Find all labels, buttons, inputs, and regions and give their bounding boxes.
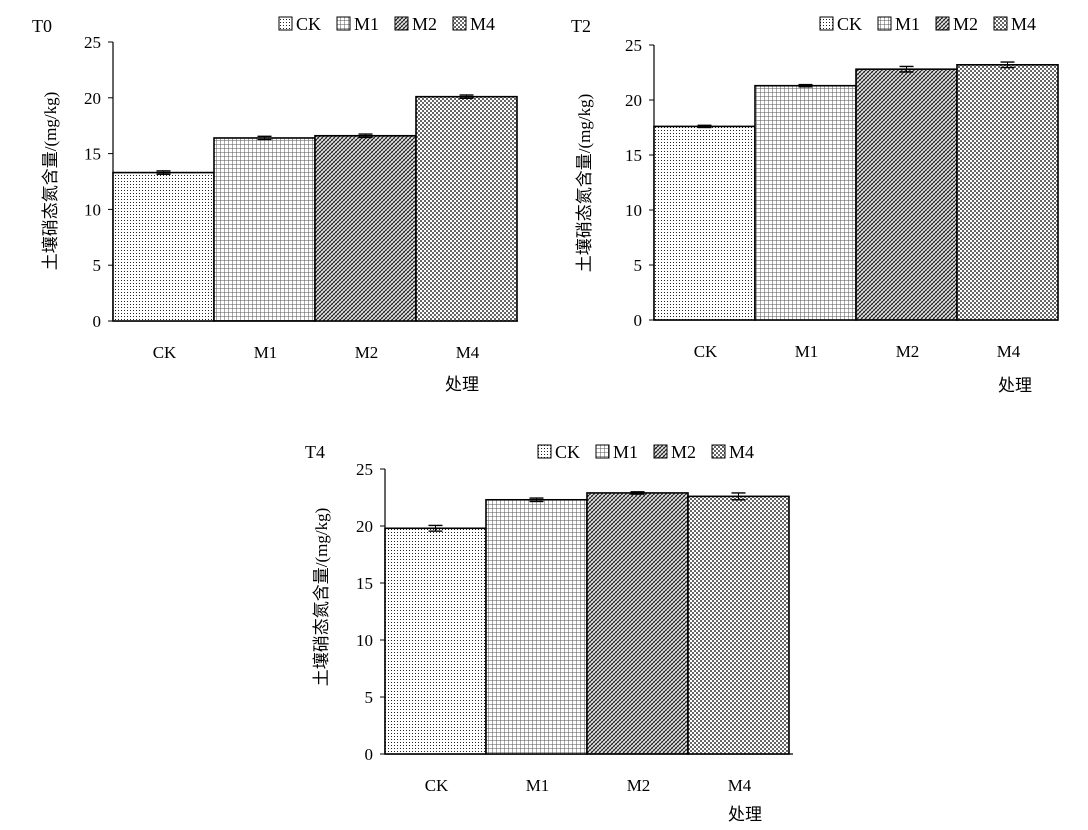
legend-swatch <box>336 16 351 31</box>
y-tick-label: 0 <box>93 312 102 331</box>
x-axis-label: 处理 <box>728 805 762 824</box>
legend-label: M1 <box>895 14 920 34</box>
y-tick-label: 10 <box>356 631 373 650</box>
y-tick-label: 20 <box>625 91 642 110</box>
chart-panel-t4: T4 0 5 10 15 20 25 CK M1 M2 M4 处理 土壤硝态氮含量/(mg/kg) CK… <box>305 442 793 824</box>
y-tick-label: 15 <box>625 146 642 165</box>
legend-swatch <box>935 16 950 31</box>
x-tick-label: M1 <box>795 342 819 361</box>
legend-swatch <box>278 16 293 31</box>
legend-label: CK <box>555 442 580 462</box>
y-tick-label: 25 <box>356 460 373 479</box>
legend-label: M2 <box>671 442 696 462</box>
x-tick-label: M2 <box>627 776 651 795</box>
chart-panel-t0: T0 0 5 10 15 20 25 CK M1 M2 M4 处理 土壤硝态氮含量/(mg/kg) CK… <box>32 14 518 394</box>
bar-m2 <box>314 134 417 322</box>
legend-label: M1 <box>354 14 379 34</box>
panel-label: T0 <box>32 16 52 36</box>
y-tick-label: 5 <box>634 256 643 275</box>
y-tick-label: 5 <box>365 688 374 707</box>
x-tick-label: CK <box>153 343 177 362</box>
legend: CK M1 M2 M4 <box>819 14 1036 34</box>
y-tick-label: 5 <box>93 256 102 275</box>
legend-swatch <box>993 16 1008 31</box>
legend-swatch <box>595 444 610 459</box>
x-axis-label: 处理 <box>445 375 479 394</box>
x-tick-label: M2 <box>355 343 379 362</box>
panel-label: T2 <box>571 16 591 36</box>
bar-m1 <box>754 84 857 321</box>
bar-m2 <box>855 68 958 321</box>
legend-label: CK <box>837 14 862 34</box>
x-axis-label: 处理 <box>998 376 1032 395</box>
y-tick-label: 0 <box>365 745 374 764</box>
legend-swatch <box>819 16 834 31</box>
y-tick-label: 15 <box>356 574 373 593</box>
y-axis-label: 土壤硝态氮含量/(mg/kg) <box>574 94 594 273</box>
y-tick-label: 25 <box>84 33 101 52</box>
y-tick-label: 15 <box>84 145 101 164</box>
legend-swatch <box>711 444 726 459</box>
legend-label: M4 <box>1011 14 1036 34</box>
y-tick-label: 10 <box>625 201 642 220</box>
bar-m1 <box>485 498 588 755</box>
bar-m4 <box>687 495 790 755</box>
x-tick-label: M4 <box>456 343 480 362</box>
bar-ck <box>384 527 487 755</box>
y-tick-label: 10 <box>84 200 101 219</box>
bar-m1 <box>213 137 316 322</box>
x-tick-label: CK <box>425 776 449 795</box>
legend-label: M1 <box>613 442 638 462</box>
x-tick-label: M4 <box>728 776 752 795</box>
x-tick-label: CK <box>694 342 718 361</box>
legend-label: M4 <box>729 442 754 462</box>
y-tick-label: 0 <box>634 311 643 330</box>
x-tick-label: M1 <box>254 343 278 362</box>
y-axis-label: 土壤硝态氮含量/(mg/kg) <box>40 92 60 271</box>
panel-label: T4 <box>305 442 325 462</box>
legend-swatch <box>394 16 409 31</box>
chart-panel-t2: T2 0 5 10 15 20 25 CK M1 M2 M4 处理 土壤硝态氮含量/(mg/kg) CK… <box>571 14 1059 395</box>
legend: CK M1 M2 M4 <box>537 442 754 462</box>
bar-m4 <box>415 95 518 322</box>
legend-swatch <box>877 16 892 31</box>
y-tick-label: 25 <box>625 36 642 55</box>
x-tick-label: M1 <box>526 776 550 795</box>
x-tick-label: M2 <box>896 342 920 361</box>
legend-label: M4 <box>470 14 495 34</box>
bar-m4 <box>956 64 1059 321</box>
y-tick-label: 20 <box>356 517 373 536</box>
legend-label: CK <box>296 14 321 34</box>
legend-swatch <box>653 444 668 459</box>
legend-swatch <box>537 444 552 459</box>
legend-label: M2 <box>412 14 437 34</box>
y-axis-label: 土壤硝态氮含量/(mg/kg) <box>311 508 331 687</box>
x-tick-label: M4 <box>997 342 1021 361</box>
y-tick-label: 20 <box>84 89 101 108</box>
legend-swatch <box>452 16 467 31</box>
bar-m2 <box>586 492 689 755</box>
legend: CK M1 M2 M4 <box>278 14 495 34</box>
bar-ck <box>653 125 756 321</box>
legend-label: M2 <box>953 14 978 34</box>
bar-ck <box>112 171 215 322</box>
